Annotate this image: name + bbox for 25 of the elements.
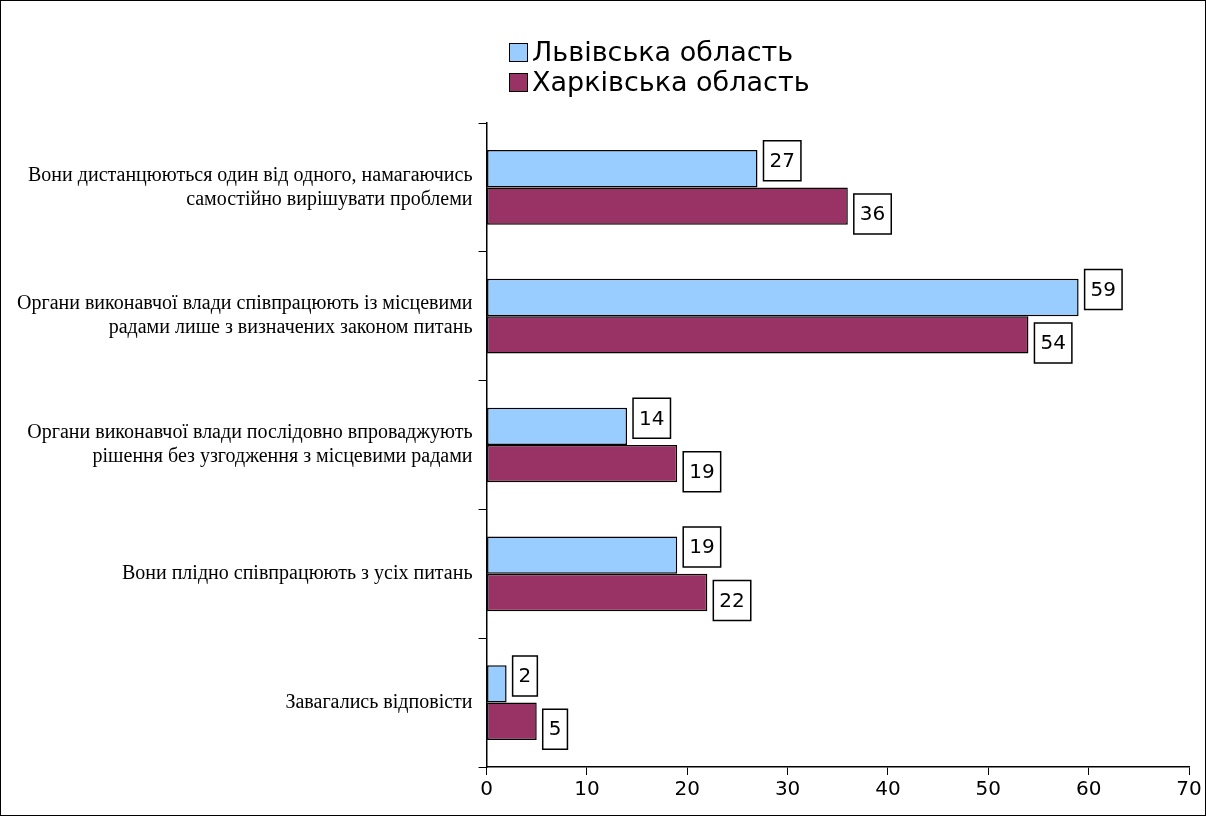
y-tick-label: Завагались відповісти — [285, 689, 473, 713]
x-tick-label: 60 — [1075, 776, 1102, 801]
x-tick-label: 10 — [574, 776, 600, 801]
data-label: 19 — [689, 458, 715, 483]
x-tick-label: 50 — [975, 776, 1002, 801]
data-label: 22 — [719, 587, 745, 612]
data-label: 14 — [639, 405, 665, 430]
x-tick-label: 20 — [674, 776, 700, 801]
data-label: 36 — [859, 201, 886, 226]
legend-label: Харківська область — [532, 66, 810, 97]
x-tick-label: 70 — [1176, 776, 1202, 801]
x-tick-label: 0 — [480, 776, 493, 801]
y-tick-label: Органи виконавчої влади послідовно впроваджують рішення без узгодження з місцевими радами — [27, 420, 473, 468]
data-label: 5 — [548, 716, 562, 741]
x-tick-label: 30 — [774, 776, 801, 801]
legend-label: Львівська область — [532, 36, 794, 67]
y-tick-label: Вони дистанцюються один від одного, намагаючись самостійно вирішувати проблеми — [28, 162, 473, 210]
data-label: 2 — [518, 663, 532, 688]
data-label: 27 — [769, 147, 795, 172]
data-label: 59 — [1090, 276, 1117, 301]
y-tick-label: Вони плідно співпрацюють з усіх питань — [121, 561, 473, 585]
data-label: 19 — [689, 534, 715, 559]
data-label: 54 — [1040, 330, 1066, 355]
y-tick-label: Органи виконавчої влади співпрацюють із місцевими радами лише з визначених законом питань — [17, 291, 473, 339]
x-tick-label: 40 — [875, 776, 901, 801]
